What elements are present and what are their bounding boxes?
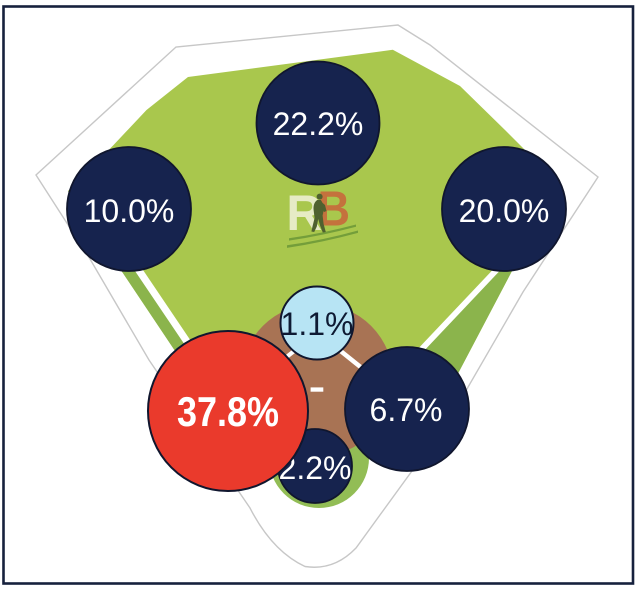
svg-text:6.7%: 6.7% [370,392,443,428]
svg-text:37.8%: 37.8% [177,388,279,435]
svg-text:22.2%: 22.2% [273,106,364,142]
svg-text:20.0%: 20.0% [459,193,550,229]
svg-text:10.0%: 10.0% [84,193,175,229]
svg-text:1.1%: 1.1% [281,306,354,342]
